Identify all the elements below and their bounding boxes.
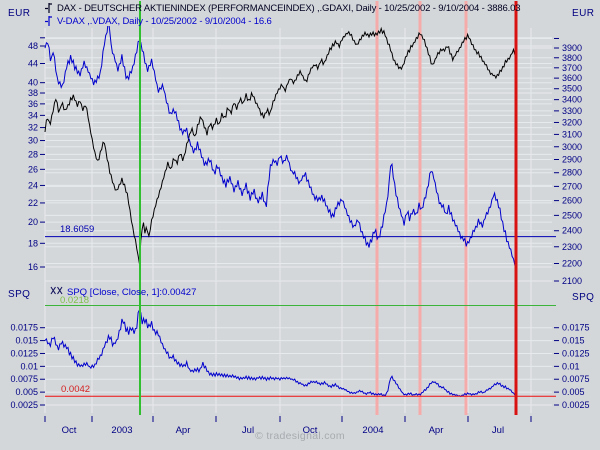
axis-tick-label: 0.0125 [10,348,38,358]
x-axis-label: Apr [429,425,444,436]
tradesignal-watermark: © tradesignal.com [255,430,345,442]
axis-tick-label: 0.015 [15,336,38,346]
axis-tick-label: 2100 [562,276,582,286]
axis-tick-label: 3700 [562,63,582,73]
spq-max-value-label: 0.0218 [60,295,90,306]
axis-tick-label: 3000 [562,142,582,152]
x-axis-label: Jul [492,425,504,436]
x-axis-label: 2004 [362,425,383,436]
price-line-icon [44,2,53,14]
axis-tick-label: 28 [28,149,38,159]
axis-tick-label: 2600 [562,196,582,206]
legend-vdax-label: V-DAX ,.VDAX, Daily - 10/25/2002 - 9/10/… [57,15,272,27]
axis-tick-label: 20 [28,217,38,227]
axis-tick-label: 2700 [562,181,582,191]
axis-tick-label: 22 [28,198,38,208]
spq-formula-label: SPQ [Close, Close, 1]:0.00427 [67,286,197,298]
axis-tick-label: 38 [28,88,38,98]
axis-tick-label: 2200 [562,258,582,268]
series-v-dax[interactable] [44,19,518,266]
axis-tick-label: 26 [28,164,38,174]
x-axis-label: Oct [303,425,318,436]
axis-tick-label: 30 [28,136,38,146]
indicator-icon [50,286,63,298]
alert-line-value-label: 18.6059 [60,224,95,235]
axis-tick-label: 0.0025 [10,400,38,410]
axis-tick-label: 3500 [562,84,582,94]
axis-tick-label: 36 [28,99,38,109]
axis-tick-label: 44 [28,59,38,69]
axis-tick-label: 3300 [562,106,582,116]
axis-tick-label: 2900 [562,155,582,165]
top-right-axis-title: EUR [572,8,595,19]
top-left-axis-title: EUR [8,8,31,19]
axis-tick-label: 0.0175 [562,323,590,333]
axis-tick-label: 0.0125 [562,348,590,358]
axis-tick-label: 18 [28,238,38,248]
axis-tick-label: 0.0175 [10,323,38,333]
legend-dax-label: DAX - DEUTSCHER AKTIENINDEX (PERFORMANCE… [57,2,521,14]
spq-indicator-legend[interactable]: SPQ [Close, Close, 1]:0.00427 [50,286,196,298]
x-axis-label: Jul [242,425,254,436]
x-axis-label: Apr [176,425,191,436]
axis-tick-label: 3200 [562,117,582,127]
axis-tick-label: 0.0075 [10,374,38,384]
axis-tick-label: 0.005 [15,387,38,397]
axis-tick-label: 40 [28,78,38,88]
axis-tick-label: 0.01 [20,361,38,371]
axis-tick-label: 48 [28,41,38,51]
x-axis-label: Oct [62,425,77,436]
series-dax[interactable] [44,26,518,265]
legend-dax[interactable]: DAX - DEUTSCHER AKTIENINDEX (PERFORMANCE… [44,2,521,14]
axis-tick-label: 0.0025 [562,400,590,410]
axis-tick-label: 2500 [562,210,582,220]
axis-tick-label: 32 [28,123,38,133]
axis-tick-label: 3100 [562,129,582,139]
axis-tick-label: 34 [28,110,38,120]
spq-left-title: SPQ [8,289,31,300]
price-line-icon [44,15,53,27]
axis-tick-label: 0.015 [562,336,585,346]
axis-tick-label: 3900 [562,43,582,53]
axis-tick-label: 3400 [562,95,582,105]
x-axis-label: 2003 [111,425,132,436]
axis-tick-label: 0.0075 [562,374,590,384]
axis-tick-label: 3600 [562,73,582,83]
axis-tick-label: 2400 [562,226,582,236]
axis-tick-label: 3800 [562,53,582,63]
axis-tick-label: 2300 [562,242,582,252]
series-spq[interactable] [44,308,518,398]
axis-tick-label: 0.005 [562,387,585,397]
spq-support-value-label: 0.0042 [61,384,91,395]
legend-vdax[interactable]: V-DAX ,.VDAX, Daily - 10/25/2002 - 9/10/… [44,15,272,27]
axis-tick-label: 24 [28,180,38,190]
axis-tick-label: 2800 [562,168,582,178]
axis-tick-label: 16 [28,262,38,272]
axis-tick-label: 0.01 [562,361,580,371]
spq-right-title: SPQ [572,292,595,303]
